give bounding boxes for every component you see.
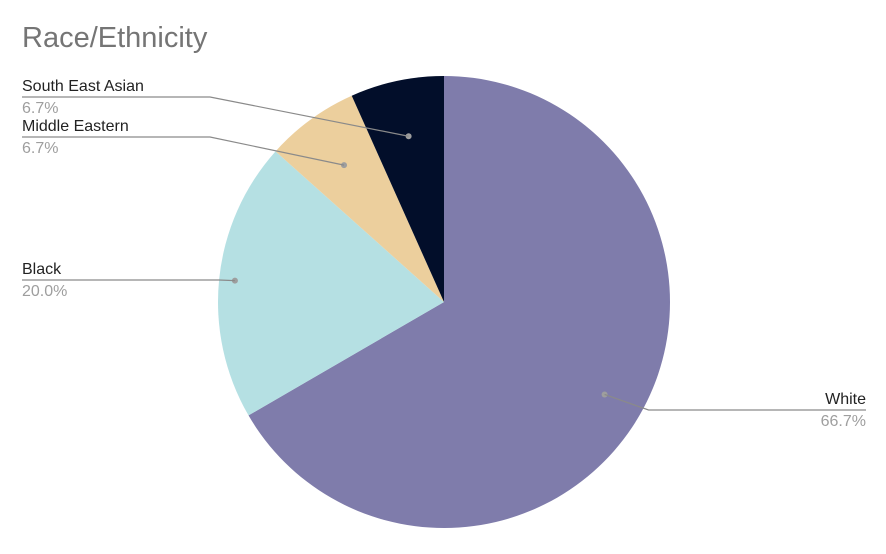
slice-label-south-east-asian: South East Asian (22, 78, 144, 95)
slice-percent-middle-eastern: 6.7% (22, 140, 58, 157)
chart-title: Race/Ethnicity (22, 22, 208, 54)
slice-label-middle-eastern: Middle Eastern (22, 118, 129, 135)
pie-slice-black (218, 151, 444, 416)
slice-percent-black: 20.0% (22, 283, 67, 300)
slice-percent-white: 66.7% (821, 413, 866, 430)
slice-label-white: White (825, 391, 866, 408)
leader-lines (22, 96, 866, 411)
pie-slice-middle-eastern (275, 95, 444, 303)
slice-label-black: Black (22, 261, 62, 278)
leader-line-middle-eastern (22, 136, 345, 166)
leader-line-black (22, 279, 235, 282)
leader-line-white (604, 393, 866, 411)
pie-slice-south-east-asian (351, 76, 444, 302)
leader-line-south-east-asian (22, 96, 409, 137)
pie-slices (218, 76, 670, 528)
slice-percent-south-east-asian: 6.7% (22, 100, 58, 117)
pie-slice-white (248, 76, 670, 528)
